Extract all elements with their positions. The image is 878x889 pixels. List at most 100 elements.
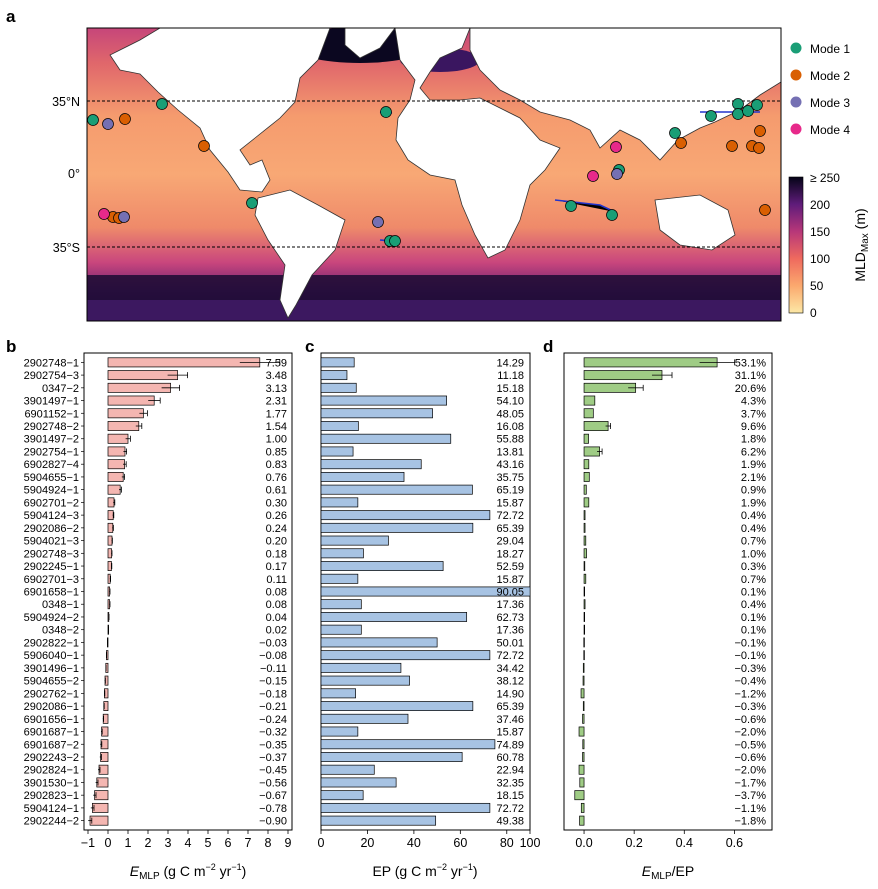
panel-d-value-label: 20.6% (735, 383, 766, 395)
panel-b-x-tick-label: −1 (81, 836, 95, 850)
panel-b-value-label: −0.15 (259, 676, 287, 688)
panel-b-bar (107, 408, 144, 419)
colorbar-tick-250: ≥ 250 (810, 171, 840, 185)
panel-d-value-label: 6.2% (741, 446, 766, 458)
panel-c-x-tick-label: 80 (500, 836, 514, 850)
panel-d-chart: 53.1%31.1%20.6%4.3%3.7%9.6%1.8%6.2%1.9%2… (574, 357, 767, 850)
panel-b-x-tick-label: 5 (205, 836, 212, 850)
panel-d-value-label: 0.7% (741, 536, 766, 548)
panel-b-bar (107, 370, 178, 381)
colorbar-gradient (788, 176, 804, 314)
panel-c-bar (320, 764, 375, 775)
panel-c-bar (320, 599, 362, 610)
panel-c-bar (320, 548, 364, 559)
panel-c-value-label: 65.19 (496, 485, 524, 497)
float-id-label: 2902243−2 (24, 752, 79, 764)
panel-d-value-label: 0.4% (741, 523, 766, 535)
panel-d-value-label: −2.0% (735, 765, 767, 777)
mode2-marker (198, 140, 210, 152)
panel-d-value-label: 1.8% (741, 434, 766, 446)
mode1-marker (742, 105, 754, 117)
panel-d-bar (583, 382, 637, 393)
panel-d-bar (580, 802, 585, 813)
panel-b-bar (107, 459, 125, 470)
lat-label-35n: 35°N (52, 95, 80, 109)
panel-d-bar (583, 357, 718, 368)
legend-mode2-swatch (790, 69, 802, 81)
panel-c-bar (320, 752, 463, 762)
legend-mode1-swatch (790, 42, 802, 54)
mode2-marker (754, 125, 766, 137)
panel-c-bar (320, 421, 359, 431)
float-id-label: 6901658−1 (24, 587, 79, 599)
panel-c-value-label: 15.87 (496, 727, 524, 739)
asia-landmass (469, 28, 781, 161)
panel-b-value-label: −0.24 (259, 714, 287, 726)
panel-d-bar (583, 484, 587, 495)
panel-c-value-label: 18.15 (496, 790, 524, 802)
float-id-label: 2902754−3 (24, 370, 79, 382)
panel-b-value-label: 1.00 (266, 434, 287, 446)
panel-c-value-label: 65.39 (496, 701, 524, 713)
panel-d-bar (583, 548, 587, 559)
panel-c-bar (320, 815, 437, 826)
colorbar-tick-0: 0 (810, 306, 817, 320)
float-id-label: 2902823−1 (24, 790, 79, 802)
panel-c-bar (320, 739, 496, 750)
panel-c-bar (320, 459, 422, 470)
panel-b-value-label: −0.32 (259, 727, 287, 739)
panel-c-value-label: 38.12 (496, 676, 524, 688)
float-id-label: 5904655−1 (24, 472, 79, 484)
panel-d-bar (583, 637, 585, 648)
panel-c-bar (320, 688, 356, 699)
panel-c-bar (320, 624, 362, 635)
panel-c-value-label: 72.72 (496, 650, 524, 662)
legend-mode3-label: Mode 3 (810, 96, 850, 110)
panel-d-value-label: 0.7% (741, 574, 766, 586)
panel-b-bar (94, 790, 109, 801)
panel-c-value-label: 14.90 (496, 688, 524, 700)
panel-c-value-label: 22.94 (496, 765, 524, 777)
panel-d-value-label: 4.3% (741, 396, 766, 408)
panel-d-value-label: 2.1% (741, 472, 766, 484)
legend-mode3-swatch (790, 96, 802, 108)
panel-b-bar (107, 446, 126, 457)
panel-b-value-label: −0.78 (259, 803, 287, 815)
panel-c-bar (320, 675, 410, 686)
panel-b-value-label: 0.76 (266, 472, 287, 484)
float-id-label: 5904124−1 (24, 803, 79, 815)
panel-d-value-label: 0.4% (741, 599, 766, 611)
panel-d-bar (578, 764, 585, 775)
colorbar-tick-150: 150 (810, 225, 830, 239)
float-id-label: 2902824−1 (24, 765, 79, 777)
panel-d-value-label: 0.9% (741, 485, 766, 497)
panel-b-value-label: 0.08 (266, 587, 287, 599)
panel-c-x-tick-label: 40 (407, 836, 421, 850)
panel-c-bar (320, 433, 452, 444)
mode1-marker (732, 98, 744, 110)
float-id-label: 5904124−3 (24, 510, 79, 522)
panel-c-value-label: 17.36 (496, 599, 524, 611)
panel-c-bar (320, 510, 491, 521)
float-id-label: 6901687−1 (24, 727, 79, 739)
panel-b-x-tick-label: 7 (245, 836, 252, 850)
panel-d-value-label: −1.7% (735, 777, 767, 789)
panel-b-bar (107, 433, 129, 444)
panel-d-value-label: −0.3% (735, 663, 767, 675)
panel-b-value-label: −0.35 (259, 739, 287, 751)
panel-b-value-label: 0.83 (266, 459, 287, 471)
panel-b-bar (107, 382, 171, 393)
panel-c-value-label: 55.88 (496, 434, 524, 446)
panel-b-value-label: −0.67 (259, 790, 287, 802)
mode1-marker (156, 98, 168, 110)
colorbar: ≥ 250 200 150 100 50 0 MLDMax (m) (788, 171, 871, 320)
float-id-label: 6901656−1 (24, 714, 79, 726)
panel-d-value-label: 0.3% (741, 561, 766, 573)
panel-b-value-label: 0.20 (266, 536, 287, 548)
mode1-marker (606, 209, 618, 221)
panel-d-value-label: 1.9% (741, 459, 766, 471)
float-id-label: 2902086−2 (24, 523, 79, 535)
panel-c-bar (320, 446, 354, 457)
panel-d-bar (582, 713, 585, 724)
panel-d-bar (583, 586, 585, 597)
